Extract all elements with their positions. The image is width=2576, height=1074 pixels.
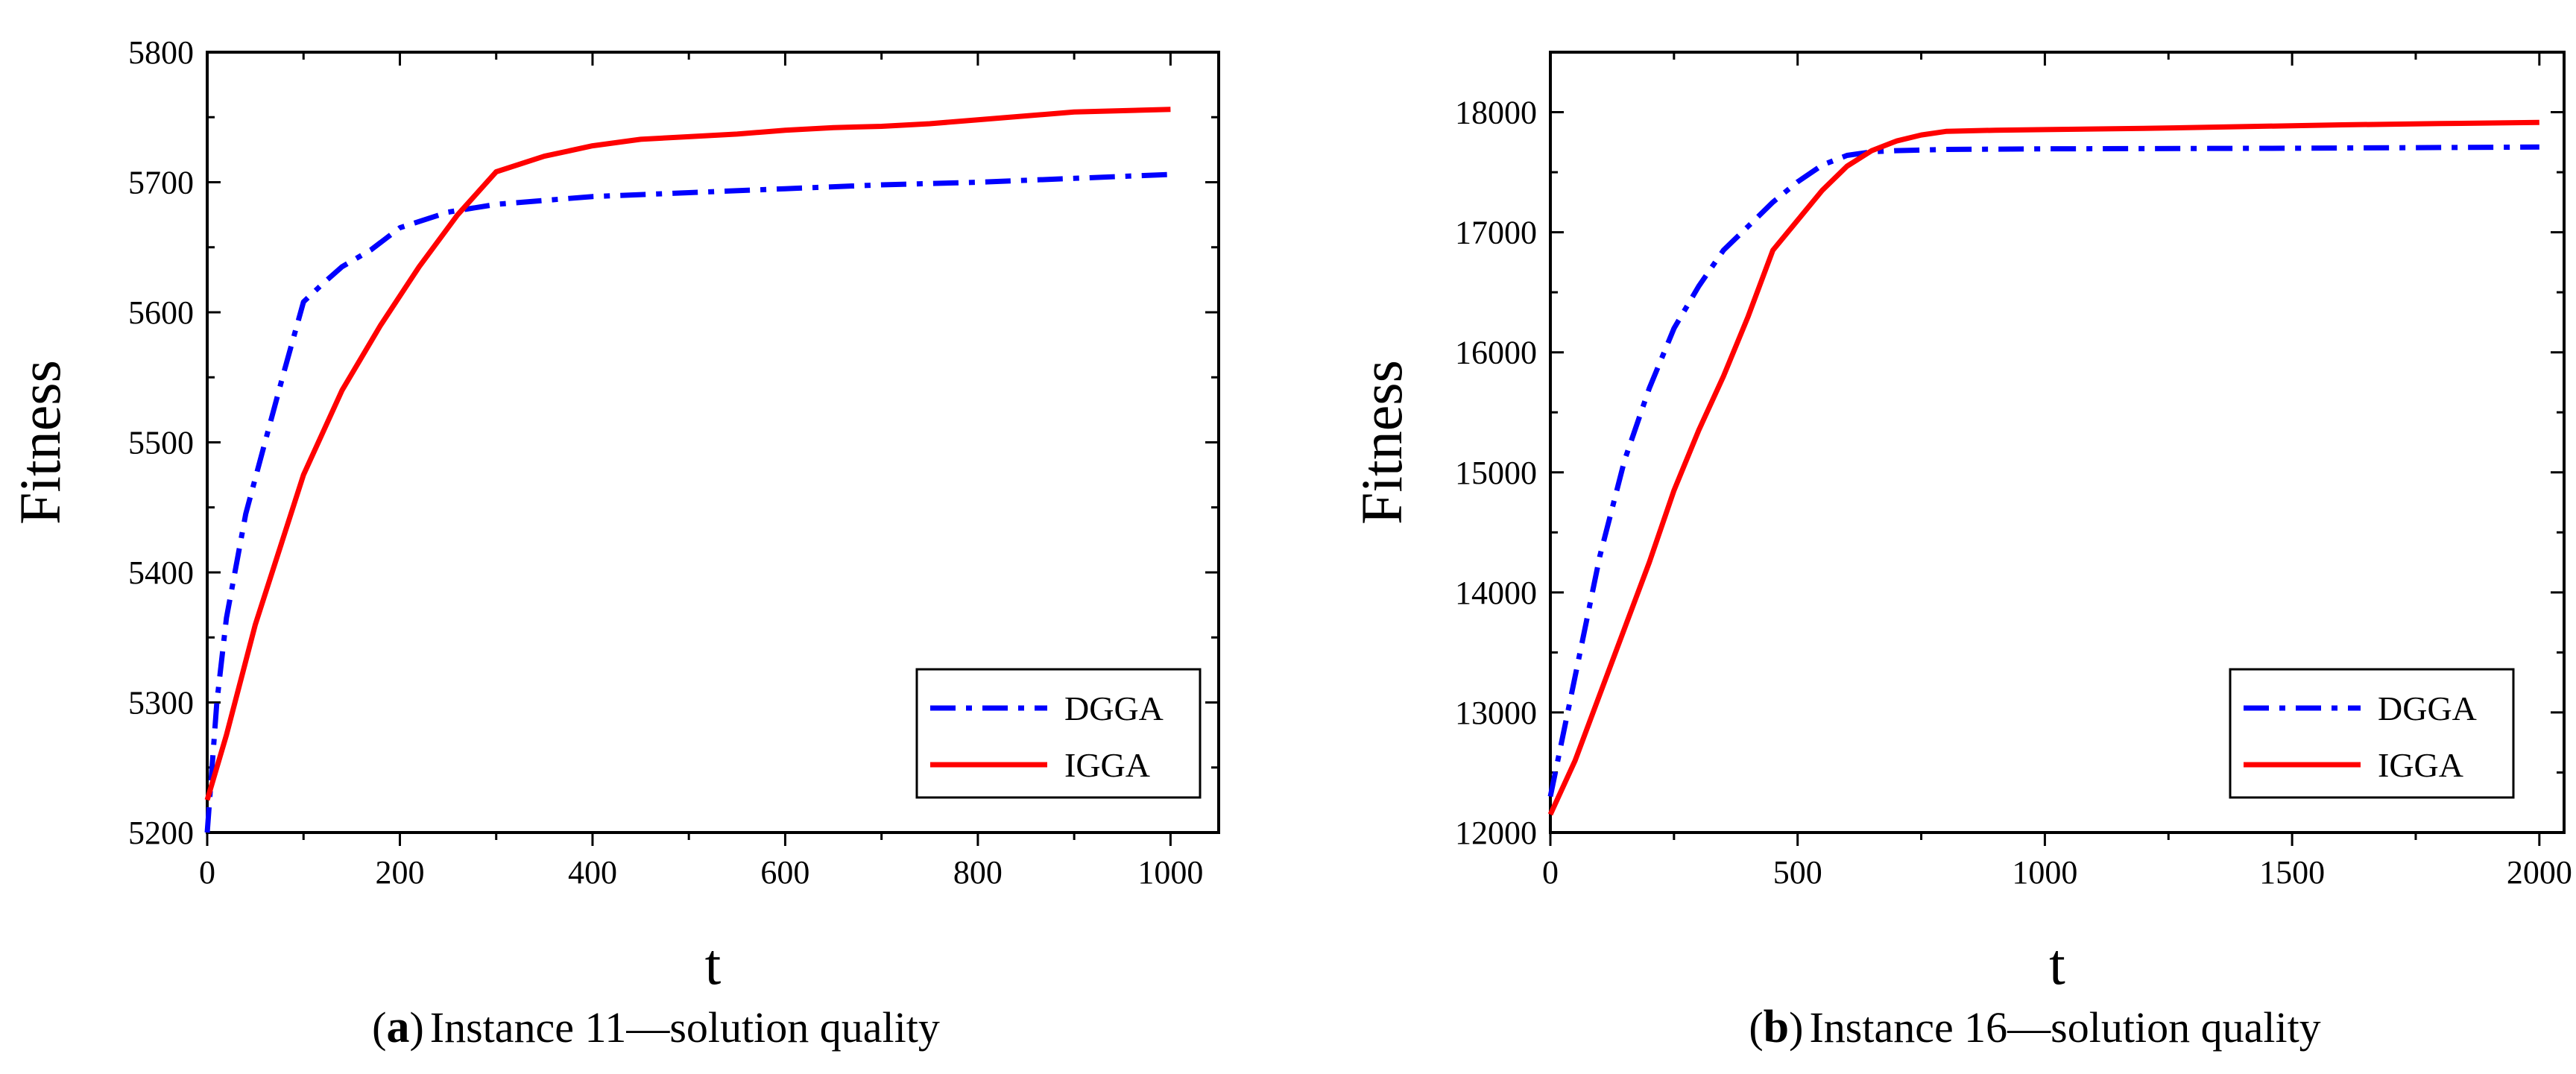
x-tick-label: 1000 <box>1137 854 1203 891</box>
x-tick-label: 200 <box>375 854 424 891</box>
x-tick-label: 2000 <box>2507 854 2572 891</box>
legend: DGGA IGGA <box>915 668 1202 799</box>
y-tick-label: 15000 <box>1455 455 1537 491</box>
x-axis-label: t <box>2049 932 2065 996</box>
x-tick-label: 0 <box>199 854 215 891</box>
x-tick-label: 500 <box>1773 854 1822 891</box>
series-line-igga <box>204 107 1171 801</box>
legend: DGGA IGGA <box>2229 668 2515 799</box>
series-line-igga <box>1547 119 2539 816</box>
y-tick-label: 5300 <box>128 685 194 721</box>
x-tick-label: 800 <box>953 854 1003 891</box>
caption: (a) Instance 11—solution quality <box>372 1002 940 1052</box>
caption: (b) Instance 16—solution quality <box>1749 1002 2320 1052</box>
y-tick-label: 14000 <box>1455 575 1537 611</box>
y-tick-label: 16000 <box>1455 335 1537 371</box>
series-line-dgga <box>204 171 1171 833</box>
legend-box <box>2229 668 2515 799</box>
y-tick-label: 5400 <box>128 555 194 591</box>
plot-frame <box>1549 51 2566 834</box>
y-axis-label: Fitness <box>7 360 72 525</box>
chart-panel-a: 5200 5300 5400 5500 5600 5700 5800 0 200 400 600 80… <box>7 34 1220 1052</box>
caption-letter: b <box>1764 1002 1789 1052</box>
y-tick-label: 5200 <box>128 815 194 851</box>
x-tick-label: 1000 <box>2012 854 2077 891</box>
legend-label-dgga: DGGA <box>2378 689 2477 727</box>
y-tick-label: 12000 <box>1455 815 1537 851</box>
legend-label-igga: IGGA <box>2378 746 2463 784</box>
x-axis-label: t <box>705 932 722 996</box>
legend-label-igga: IGGA <box>1064 746 1150 784</box>
x-tick-label: 600 <box>760 854 809 891</box>
chart-panel-b: 12000 13000 14000 15000 16000 17000 18000 0 500 1… <box>1349 51 2572 1052</box>
caption-letter: a <box>386 1002 409 1052</box>
legend-box <box>915 668 1202 799</box>
legend-label-dgga: DGGA <box>1064 689 1164 727</box>
x-tick-label: 0 <box>1542 854 1559 891</box>
y-tick-label: 5700 <box>128 165 194 201</box>
y-tick-label: 5800 <box>128 34 194 71</box>
series-line-dgga <box>1547 144 2539 797</box>
caption-paren-close: ) <box>409 1003 423 1052</box>
caption-paren-open: ( <box>372 1003 386 1052</box>
y-axis-label: Fitness <box>1349 360 1414 525</box>
y-tick-label: 17000 <box>1455 215 1537 251</box>
caption-paren-close: ) <box>1789 1003 1803 1052</box>
caption-paren-open: ( <box>1749 1003 1763 1052</box>
y-tick-label: 5500 <box>128 425 194 461</box>
caption-text: Instance 11—solution quality <box>430 1003 940 1052</box>
y-tick-label: 5600 <box>128 294 194 331</box>
y-tick-label: 18000 <box>1455 95 1537 131</box>
caption-text: Instance 16—solution quality <box>1809 1003 2320 1052</box>
y-tick-label: 13000 <box>1455 695 1537 731</box>
x-tick-label: 400 <box>568 854 617 891</box>
x-tick-label: 1500 <box>2259 854 2325 891</box>
